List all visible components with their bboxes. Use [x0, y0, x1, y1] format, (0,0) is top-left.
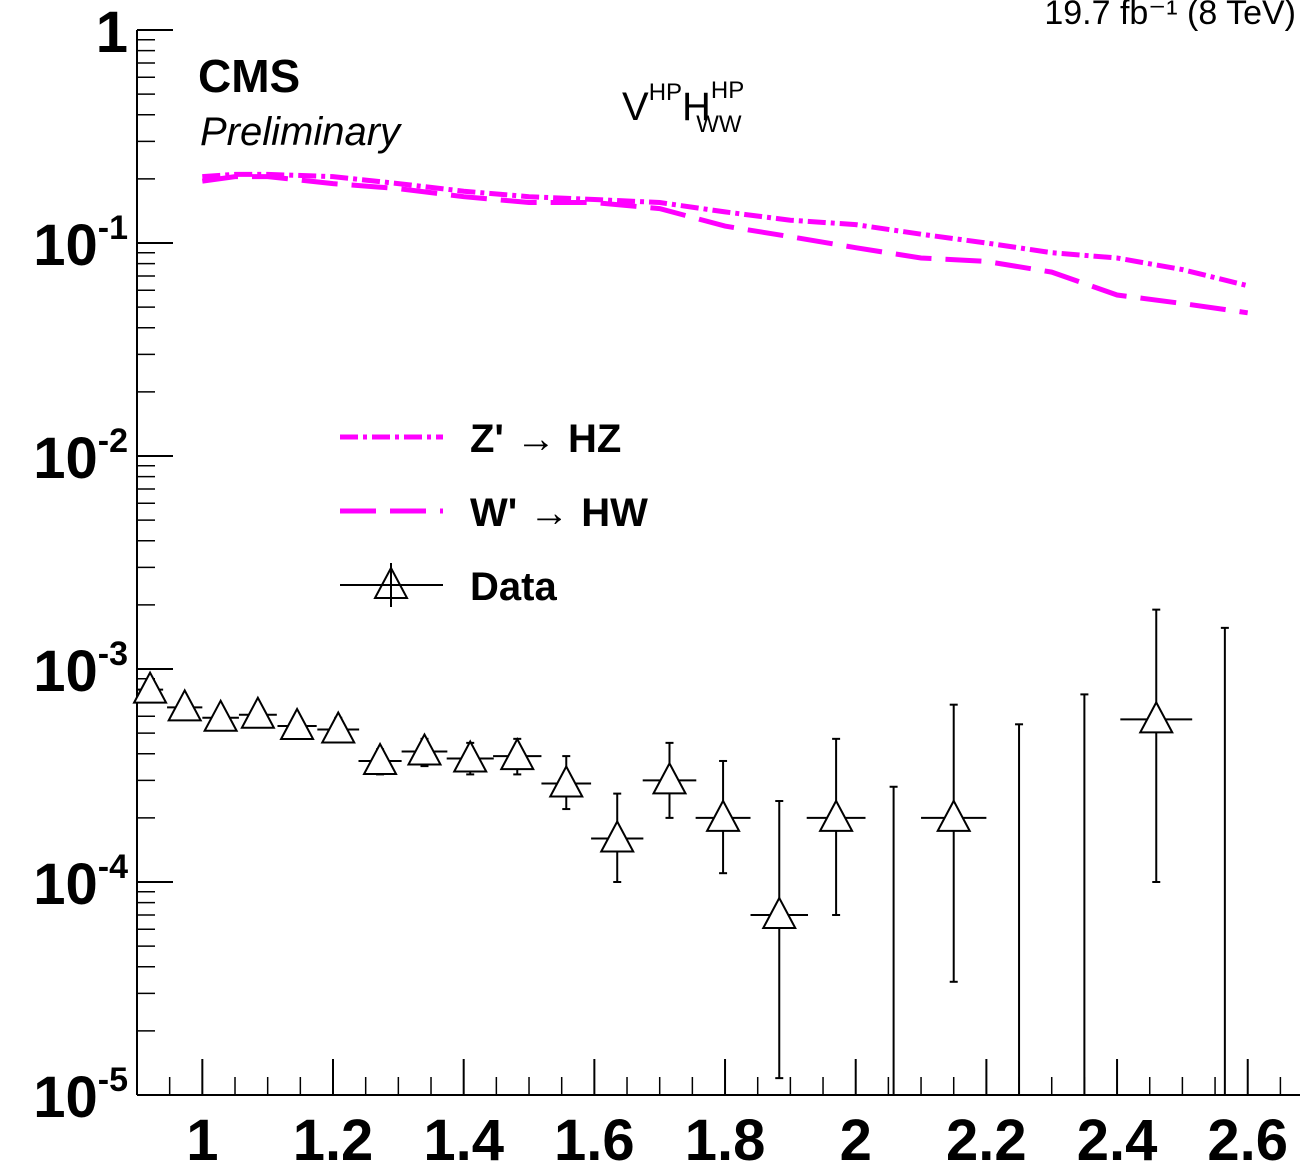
- data-point: [599, 819, 635, 853]
- y-tick-label: 10-1: [33, 209, 128, 278]
- data-point: [279, 706, 315, 741]
- x-tick-label: 1: [186, 1108, 218, 1169]
- category-label: VHPHHP WW: [622, 77, 744, 138]
- data-point: [167, 688, 203, 722]
- legend-label-zprime: Z' → HZ: [470, 417, 621, 461]
- experiment-label: CMS: [198, 50, 300, 102]
- data-point: [240, 695, 276, 729]
- category-h: H: [682, 85, 711, 129]
- data-point: [320, 710, 356, 744]
- x-tick-label: 2.6: [1207, 1108, 1288, 1169]
- x-tick-label: 2: [840, 1108, 872, 1169]
- data-point: [761, 895, 797, 929]
- data-point: [406, 732, 443, 766]
- x-tick-label: 2.2: [946, 1108, 1027, 1169]
- y-tick-label: 1: [96, 0, 128, 65]
- y-axis: 1 10-1 10-2 10-3 10-4 10-5: [33, 0, 173, 1130]
- category-h-sup: HP: [711, 77, 744, 104]
- data-point: [452, 739, 488, 773]
- data-point: [651, 761, 688, 795]
- legend-label-data: Data: [470, 565, 557, 609]
- series-zprime-line: [202, 171, 1249, 289]
- y-tick-label: 10-5: [33, 1061, 128, 1130]
- data-point: [202, 698, 239, 732]
- category-v: V: [622, 85, 649, 129]
- data-point: [936, 798, 972, 832]
- x-axis: 1 1.2 1.4 1.6 1.8 2 2.2 2.4 2.6: [168, 1059, 1288, 1169]
- plot-frame: [136, 30, 1300, 1096]
- x-tick-label: 1.4: [423, 1108, 504, 1169]
- y-tick-label: 10-4: [33, 848, 128, 917]
- data-point: [1138, 700, 1174, 734]
- legend-label-wprime: W' → HW: [470, 491, 648, 535]
- data-point: [362, 741, 398, 775]
- y-tick-label: 10-3: [33, 635, 128, 704]
- x-tick-label: 1.6: [554, 1108, 635, 1169]
- series-layer: [132, 171, 1249, 1095]
- legend-swatch-data-marker: [373, 565, 409, 599]
- category-v-sup: HP: [649, 79, 682, 106]
- data-point: [818, 798, 854, 832]
- data-point: [499, 736, 535, 771]
- x-tick-label: 1.2: [293, 1108, 374, 1169]
- y-tick-label: 10-2: [33, 422, 128, 491]
- category-h-sub: WW: [696, 111, 742, 138]
- x-tick-label: 1.8: [685, 1108, 766, 1169]
- data-point: [705, 798, 741, 832]
- data-point: [548, 764, 584, 798]
- data-point: [132, 670, 168, 704]
- status-label: Preliminary: [200, 110, 403, 154]
- legend: Z' → HZ W' → HW Data: [340, 417, 648, 609]
- x-tick-label: 2.4: [1077, 1108, 1158, 1169]
- series-wprime-line: [201, 174, 1249, 316]
- luminosity-label: 19.7 fb⁻¹ (8 TeV): [1044, 0, 1296, 32]
